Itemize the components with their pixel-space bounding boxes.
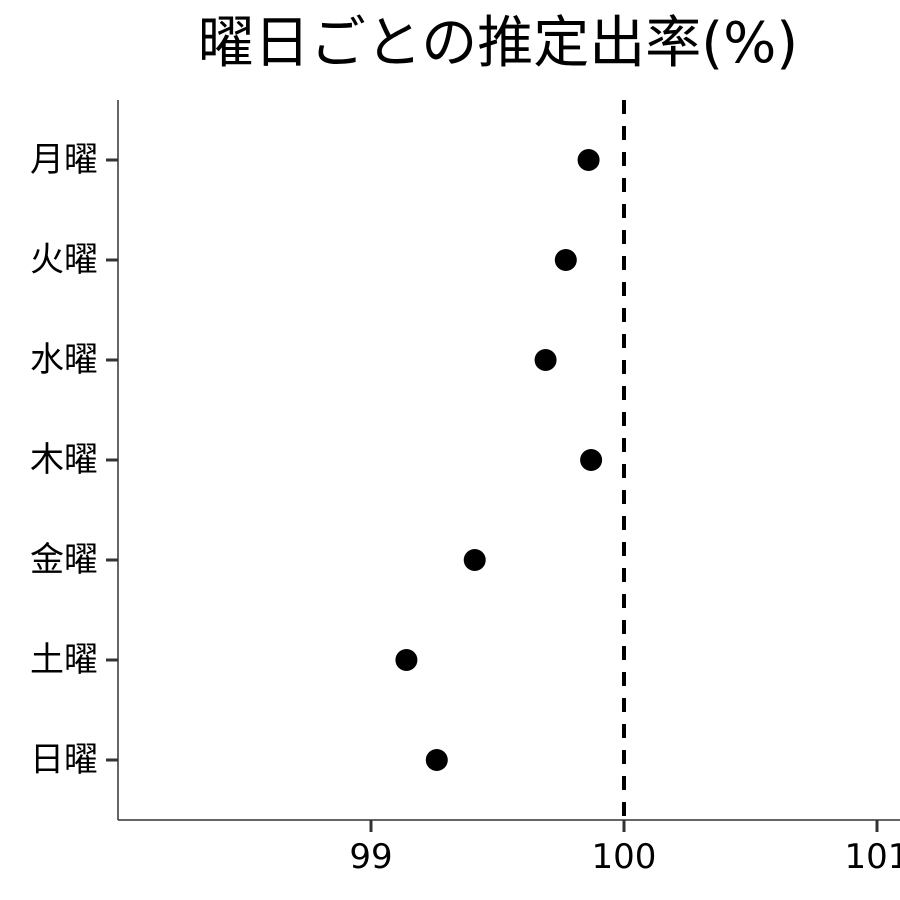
data-point	[463, 549, 486, 571]
y-tick-label: 月曜	[30, 140, 98, 180]
y-tick-label: 水曜	[30, 340, 98, 380]
y-tick-label: 日曜	[30, 740, 98, 780]
y-tick-label: 金曜	[30, 540, 98, 580]
chart-title: 曜日ごとの推定出率(%)	[197, 11, 799, 76]
y-tick-label: 火曜	[30, 240, 98, 280]
x-tick-label: 99	[349, 837, 392, 877]
x-tick-label: 101	[845, 837, 900, 877]
data-point	[425, 749, 448, 771]
y-tick-label: 木曜	[30, 440, 98, 480]
data-point	[580, 449, 603, 471]
data-point	[577, 149, 600, 171]
data-point	[395, 649, 418, 671]
y-tick-label: 土曜	[30, 640, 98, 680]
data-point	[534, 349, 557, 371]
x-tick-label: 100	[592, 837, 657, 877]
data-point	[554, 249, 577, 271]
